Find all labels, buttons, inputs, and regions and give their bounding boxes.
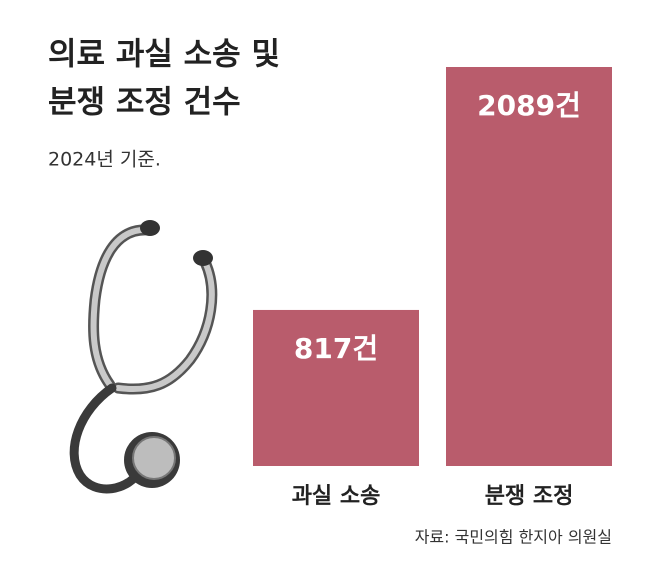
- chart-title: 분쟁 조정 건수: [48, 85, 241, 121]
- source: 자료: 국민의힘 한지아 의원실: [415, 528, 612, 547]
- x-tick-label: 분쟁 조정: [485, 484, 574, 509]
- stethoscope-illustration: [69, 220, 218, 494]
- bar: [253, 309, 419, 466]
- value-label: 817건: [294, 332, 378, 365]
- bar: [446, 67, 612, 466]
- value-label: 2089건: [477, 89, 581, 122]
- x-tick-label: 과실 소송: [292, 484, 381, 509]
- chart-title: 의료 과실 소송 및: [48, 37, 280, 73]
- chart-subtitle: 2024년 기준.: [48, 149, 161, 171]
